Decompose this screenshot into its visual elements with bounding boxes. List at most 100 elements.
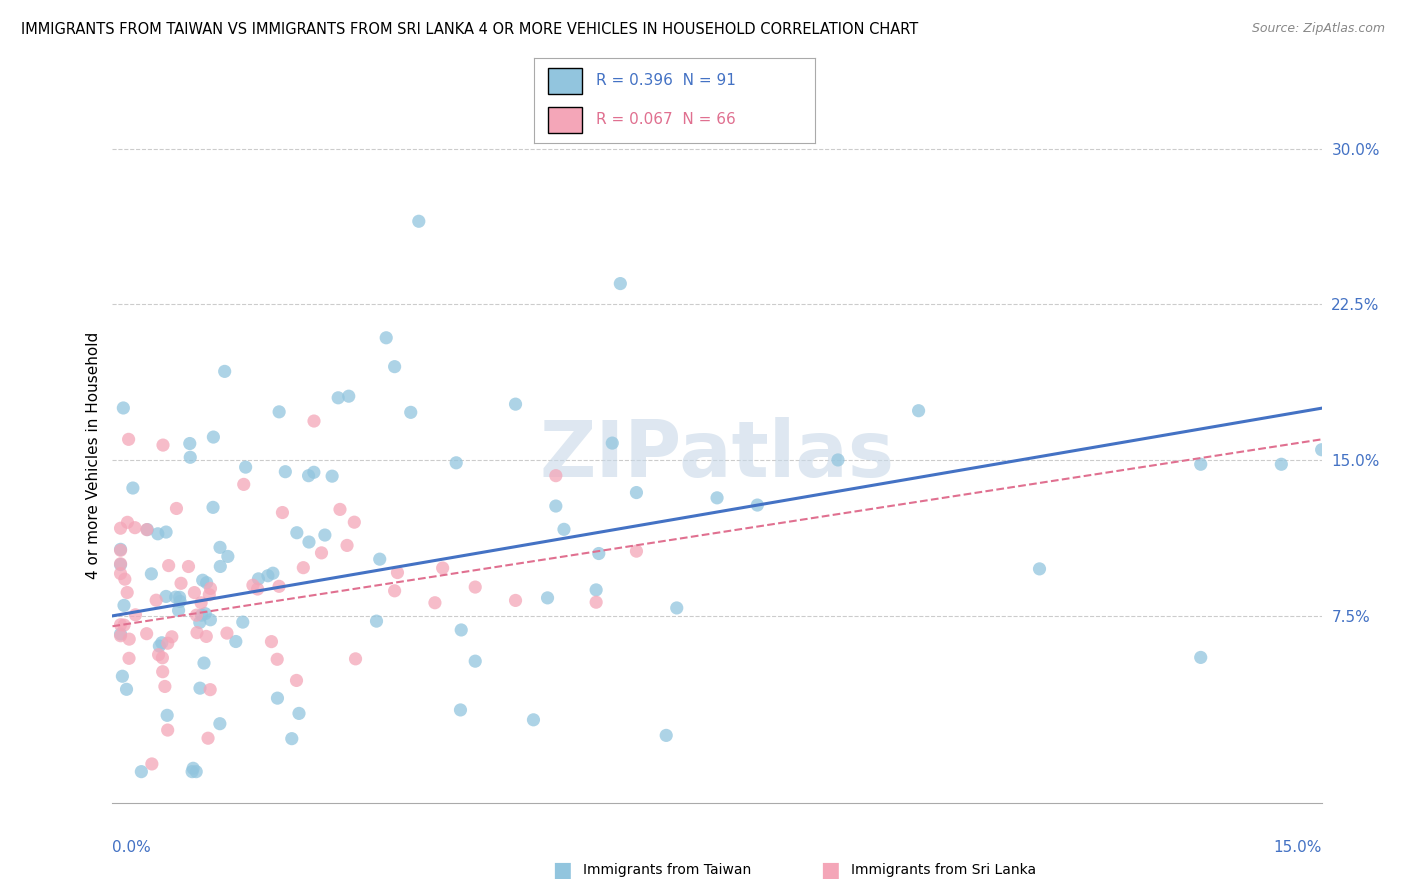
Point [281,731,304,746]
Text: Immigrants from Taiwan: Immigrants from Taiwan [583,863,752,877]
Point [136,523,159,537]
Point [368,552,391,566]
Point [292,560,315,574]
Point [343,515,366,529]
Point [384,583,406,598]
Point [153,680,176,694]
Point [1189,457,1212,471]
Point [544,468,567,483]
Point [609,277,631,291]
Point [191,573,214,587]
Point [183,585,205,599]
Point [202,500,225,515]
Point [536,591,558,605]
Point [110,521,132,535]
Point [208,541,231,555]
Point [262,566,284,581]
Point [344,652,367,666]
Point [186,764,208,779]
Text: ZIPatlas: ZIPatlas [540,417,894,493]
Point [375,331,398,345]
Point [288,706,311,721]
Point [170,576,193,591]
Point [118,651,141,665]
Point [232,615,254,629]
Point [285,673,308,688]
Point [160,630,183,644]
Y-axis label: 4 or more Vehicles in Household: 4 or more Vehicles in Household [86,331,101,579]
Point [464,580,486,594]
Point [198,588,221,602]
Point [235,460,257,475]
Point [450,623,472,637]
Point [464,654,486,668]
Point [544,499,567,513]
Point [302,465,325,479]
Point [195,575,218,590]
Point [432,561,454,575]
Point [209,559,232,574]
Point [298,535,321,549]
Point [194,607,217,621]
Point [302,414,325,428]
Point [166,501,188,516]
Point [131,764,153,779]
Point [274,465,297,479]
Point [112,599,135,613]
Point [188,681,211,695]
Point [110,617,132,632]
Point [169,594,191,608]
Point [215,626,238,640]
Point [336,538,359,552]
Point [156,723,179,737]
Text: Immigrants from Sri Lanka: Immigrants from Sri Lanka [851,863,1036,877]
Point [553,522,575,536]
Point [505,593,527,607]
Point [423,596,446,610]
Point [111,669,134,683]
Point [146,526,169,541]
Point [907,403,929,417]
Text: R = 0.067  N = 66: R = 0.067 N = 66 [596,112,735,128]
Point [260,634,283,648]
Point [122,481,145,495]
Point [311,546,333,560]
Point [626,485,648,500]
Point [152,438,174,452]
Point [114,572,136,586]
Point [197,731,219,746]
Point [585,595,607,609]
Text: ■: ■ [553,860,572,880]
Point [217,549,239,564]
Text: Source: ZipAtlas.com: Source: ZipAtlas.com [1251,22,1385,36]
Point [181,764,204,779]
Point [269,405,291,419]
Text: 0.0%: 0.0% [112,840,152,855]
Point [214,364,236,378]
Point [271,506,294,520]
Point [118,632,141,647]
Point [522,713,544,727]
Point [188,615,211,630]
Point [408,214,430,228]
Point [1270,457,1292,471]
Point [246,582,269,596]
Text: IMMIGRANTS FROM TAIWAN VS IMMIGRANTS FROM SRI LANKA 4 OR MORE VEHICLES IN HOUSEH: IMMIGRANTS FROM TAIWAN VS IMMIGRANTS FRO… [21,22,918,37]
Point [135,523,157,537]
Point [266,691,288,706]
Point [112,618,135,632]
Point [110,543,132,558]
Point [655,728,678,742]
Point [148,648,170,662]
Point [117,433,139,447]
Point [110,627,132,641]
Point [225,634,247,648]
Point [321,469,343,483]
Point [384,359,406,374]
Point [200,582,222,596]
Point [297,468,319,483]
Point [110,566,132,581]
Point [150,636,173,650]
Point [242,578,264,592]
Point [505,397,527,411]
